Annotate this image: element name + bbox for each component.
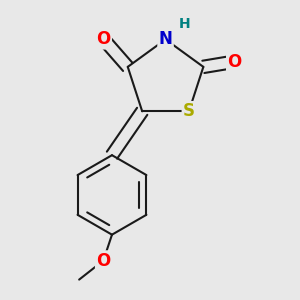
Text: O: O [96,252,110,270]
Text: S: S [183,102,195,120]
Text: O: O [96,30,111,48]
Text: O: O [227,53,242,71]
Text: N: N [159,30,172,48]
Text: H: H [179,17,190,31]
